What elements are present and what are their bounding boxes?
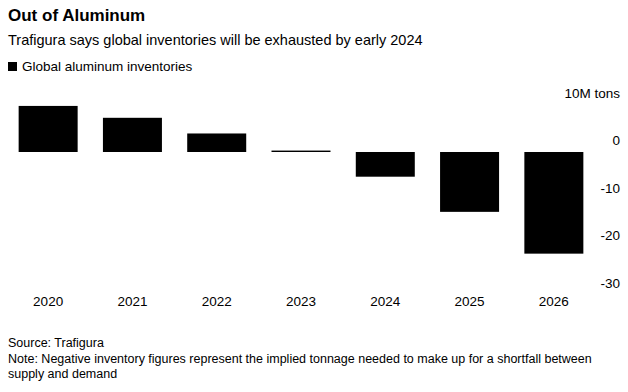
legend-label: Global aluminum inventories xyxy=(22,59,193,74)
x-tick-label: 2022 xyxy=(202,294,232,309)
bar xyxy=(440,152,499,212)
y-tick-label: 0 xyxy=(612,133,620,148)
note-line: supply and demand xyxy=(8,367,117,381)
x-tick-label: 2021 xyxy=(117,294,147,309)
source: Source: Trafigura xyxy=(8,336,104,350)
note-line: Note: Negative inventory figures represe… xyxy=(8,352,592,366)
chart: Out of Aluminum Trafigura says global inv… xyxy=(0,0,628,392)
legend-swatch xyxy=(8,62,17,71)
x-tick-label: 2024 xyxy=(370,294,401,309)
subtitle: Trafigura says global inventories will b… xyxy=(8,32,423,48)
bar xyxy=(272,151,331,152)
note: Note: Negative inventory figures represe… xyxy=(8,352,592,381)
bar xyxy=(356,152,415,177)
title: Out of Aluminum xyxy=(8,6,145,25)
y-tick-label: -30 xyxy=(600,276,620,291)
y-tick-label: 10M tons xyxy=(564,86,620,101)
x-tick-label: 2025 xyxy=(455,294,485,309)
bars xyxy=(19,106,584,254)
x-tick-label: 2023 xyxy=(286,294,316,309)
bar xyxy=(187,133,246,152)
x-tick-label: 2026 xyxy=(539,294,569,309)
y-tick-label: -20 xyxy=(600,228,620,243)
bar xyxy=(103,118,162,152)
bar xyxy=(19,106,78,152)
bar xyxy=(524,152,583,254)
y-tick-label: -10 xyxy=(600,181,620,196)
x-tick-label: 2020 xyxy=(33,294,63,309)
